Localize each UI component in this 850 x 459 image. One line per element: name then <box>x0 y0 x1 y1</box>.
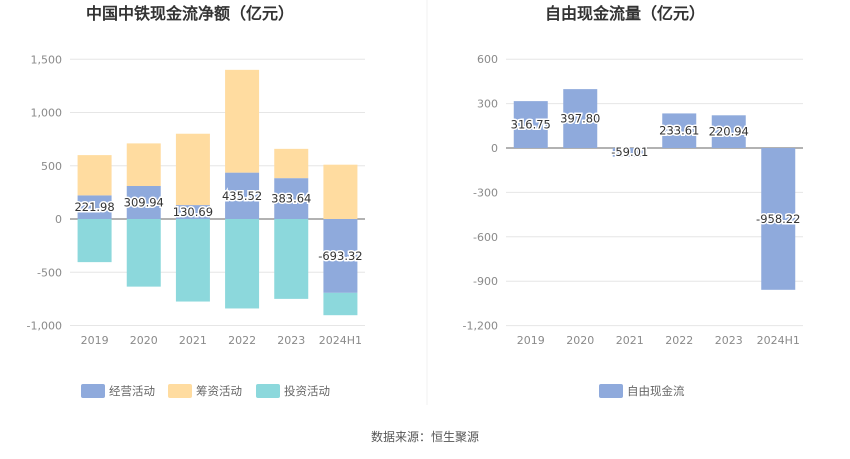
x-tick-label: 2023 <box>277 334 305 347</box>
legend-swatch <box>81 384 105 398</box>
bar <box>662 113 697 148</box>
legend-label: 自由现金流 <box>627 384 685 398</box>
bar <box>513 101 548 148</box>
y-tick-label: -300 <box>473 186 498 199</box>
x-tick-label: 2020 <box>566 334 594 347</box>
data-label: 130.69 <box>173 205 213 219</box>
bar-segment <box>126 219 161 287</box>
data-source-note: 数据来源：恒生聚源 <box>371 429 479 444</box>
bar-segment <box>274 148 309 179</box>
bar-segment <box>77 195 112 219</box>
y-tick-label: 300 <box>477 98 498 111</box>
chart-title: 自由现金流量（亿元） <box>545 4 705 23</box>
y-tick-label: 0 <box>491 142 498 155</box>
y-tick-label: -500 <box>37 266 62 279</box>
bar-segment <box>126 143 161 186</box>
data-label: 435.52 <box>222 189 262 203</box>
data-label: -693.32 <box>318 249 362 263</box>
bar-segment <box>274 178 309 219</box>
x-tick-label: 2020 <box>130 334 158 347</box>
legend-swatch <box>168 384 192 398</box>
bar-segment <box>225 172 260 219</box>
x-tick-label: 2021 <box>179 334 207 347</box>
data-label: 233.61 <box>659 124 699 138</box>
data-label: 397.80 <box>560 112 600 126</box>
bar-segment <box>175 205 210 219</box>
bar-segment <box>323 164 358 219</box>
x-tick-label: 2019 <box>81 334 109 347</box>
y-tick-label: 600 <box>477 53 498 66</box>
y-tick-label: -1,000 <box>27 320 62 333</box>
y-tick-label: 1,500 <box>31 53 63 66</box>
legend-label: 投资活动 <box>284 384 330 398</box>
chart-title: 中国中铁现金流净额（亿元） <box>86 4 294 23</box>
legend-label: 经营活动 <box>109 384 155 398</box>
data-label: -958.22 <box>756 212 800 226</box>
bar <box>612 148 647 157</box>
x-tick-label: 2024H1 <box>319 334 362 347</box>
cash-flow-net-chart: -1,000 -500 0 500 1,000 1,500 2019 221.98 2020 30… <box>27 53 365 398</box>
x-tick-label: 2019 <box>517 334 545 347</box>
free-cash-flow-chart: -1,200 -900 -600 -300 0 300 600 2019 316.75 2020 3… <box>463 53 803 398</box>
x-tick-label: 2021 <box>616 334 644 347</box>
x-tick-label: 2024H1 <box>757 334 800 347</box>
y-tick-label: 1,000 <box>31 107 63 120</box>
data-label: 383.64 <box>271 192 311 206</box>
bar-segment <box>323 219 358 293</box>
x-tick-label: 2023 <box>715 334 743 347</box>
legend-swatch <box>599 384 623 398</box>
data-label: 309.94 <box>124 195 164 209</box>
y-tick-label: -900 <box>473 275 498 288</box>
bar-segment <box>126 185 161 219</box>
bar-segment <box>175 219 210 302</box>
bar-segment <box>77 155 112 196</box>
bar <box>761 148 796 290</box>
bar-segment <box>274 219 309 299</box>
data-label: 316.75 <box>511 118 551 132</box>
bar-segment <box>175 133 210 206</box>
legend-label: 筹资活动 <box>196 384 242 398</box>
bar-segment <box>77 219 112 263</box>
bar-segment <box>323 292 358 316</box>
data-label: -59.01 <box>611 145 648 159</box>
bar-segment <box>225 219 260 309</box>
x-tick-label: 2022 <box>665 334 693 347</box>
bar <box>563 89 598 148</box>
data-label: 221.98 <box>74 200 114 214</box>
y-tick-label: -600 <box>473 231 498 244</box>
bar-segment <box>225 69 260 173</box>
y-tick-label: 500 <box>41 160 62 173</box>
x-tick-label: 2022 <box>228 334 256 347</box>
y-tick-label: -1,200 <box>463 320 498 333</box>
data-label: 220.94 <box>709 125 749 139</box>
y-tick-label: 0 <box>55 213 62 226</box>
legend-swatch <box>256 384 280 398</box>
bar <box>711 115 746 148</box>
